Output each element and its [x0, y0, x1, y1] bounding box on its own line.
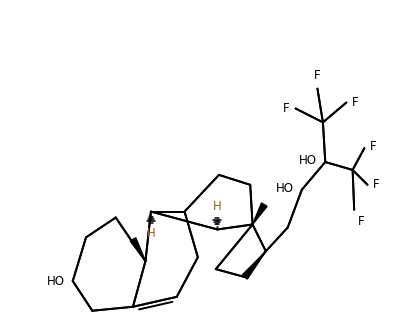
Text: F: F	[314, 69, 321, 82]
Text: H: H	[146, 227, 155, 240]
Text: F: F	[370, 140, 377, 153]
Polygon shape	[253, 203, 267, 224]
Polygon shape	[242, 251, 266, 279]
Text: HO: HO	[47, 275, 64, 288]
Text: F: F	[352, 96, 359, 109]
Text: HO: HO	[299, 154, 317, 167]
Text: F: F	[357, 215, 364, 229]
Text: F: F	[283, 102, 290, 115]
Polygon shape	[130, 238, 146, 261]
Text: H: H	[213, 200, 222, 213]
Text: HO: HO	[276, 182, 294, 195]
Text: F: F	[373, 178, 380, 191]
